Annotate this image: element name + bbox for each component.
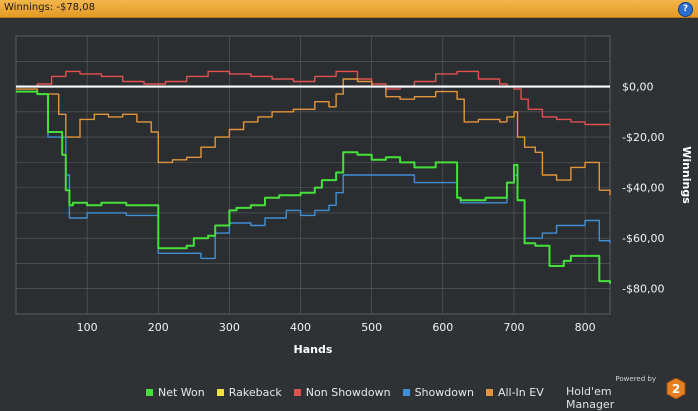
x-tick-label: 200 bbox=[148, 321, 169, 334]
window-title: Winnings: -$78,08 bbox=[4, 2, 95, 13]
branding: Powered by Hold'em Manager 2 bbox=[566, 375, 686, 411]
legend-item-non-showdown[interactable]: Non Showdown bbox=[293, 385, 391, 399]
x-tick-label: 700 bbox=[503, 321, 524, 334]
legend-swatch bbox=[216, 388, 224, 396]
legend-label: Net Won bbox=[158, 385, 205, 399]
legend-swatch bbox=[402, 388, 410, 396]
legend-swatch bbox=[485, 388, 493, 396]
legend-item-showdown[interactable]: Showdown bbox=[402, 385, 474, 399]
legend-label: Non Showdown bbox=[305, 385, 391, 399]
legend-item-net-won[interactable]: Net Won bbox=[146, 385, 205, 399]
x-tick-label: 400 bbox=[290, 321, 311, 334]
logo-label: 2 bbox=[672, 382, 680, 396]
plot-area bbox=[15, 35, 611, 315]
y-tick-label: -$20,00 bbox=[622, 131, 664, 144]
x-axis-title: Hands bbox=[294, 343, 333, 356]
x-tick-label: 300 bbox=[219, 321, 240, 334]
x-tick-label: 600 bbox=[432, 321, 453, 334]
y-tick-label: -$60,00 bbox=[622, 232, 664, 245]
powered-by-text: Powered by bbox=[615, 375, 656, 383]
legend-item-rakeback[interactable]: Rakeback bbox=[216, 385, 282, 399]
y-tick-label: -$80,00 bbox=[622, 283, 664, 296]
legend-swatch bbox=[293, 388, 301, 396]
legend-label: All-In EV bbox=[497, 385, 544, 399]
legend-label: Showdown bbox=[414, 385, 474, 399]
series-line-all-in-ev bbox=[16, 78, 611, 196]
series-line-net-won bbox=[16, 90, 611, 284]
holdem-manager-logo-icon: 2 bbox=[666, 378, 686, 399]
y-tick-label: -$40,00 bbox=[622, 182, 664, 195]
x-tick-label: 800 bbox=[575, 321, 596, 334]
y-tick-label: $0,00 bbox=[622, 81, 654, 94]
series-line-showdown bbox=[16, 90, 611, 260]
x-tick-label: 500 bbox=[361, 321, 382, 334]
question-mark-icon[interactable]: ? bbox=[678, 2, 693, 17]
winnings-chart: 100 200 300 400 500 600 700 800 $0,00 -$20,00 -$40… bbox=[15, 35, 693, 356]
legend-label: Rakeback bbox=[228, 385, 282, 399]
chart-legend: Net Won Rakeback Non Showdown Showdown A… bbox=[146, 385, 544, 399]
legend-swatch bbox=[146, 388, 153, 396]
title-bar: Winnings: -$78,08 ? bbox=[0, 0, 698, 18]
x-tick-label: 100 bbox=[77, 321, 98, 334]
y-axis-title: Winnings bbox=[680, 146, 693, 204]
legend-item-all-in-ev[interactable]: All-In EV bbox=[485, 385, 544, 399]
brand-name: Hold'em Manager bbox=[566, 385, 615, 411]
